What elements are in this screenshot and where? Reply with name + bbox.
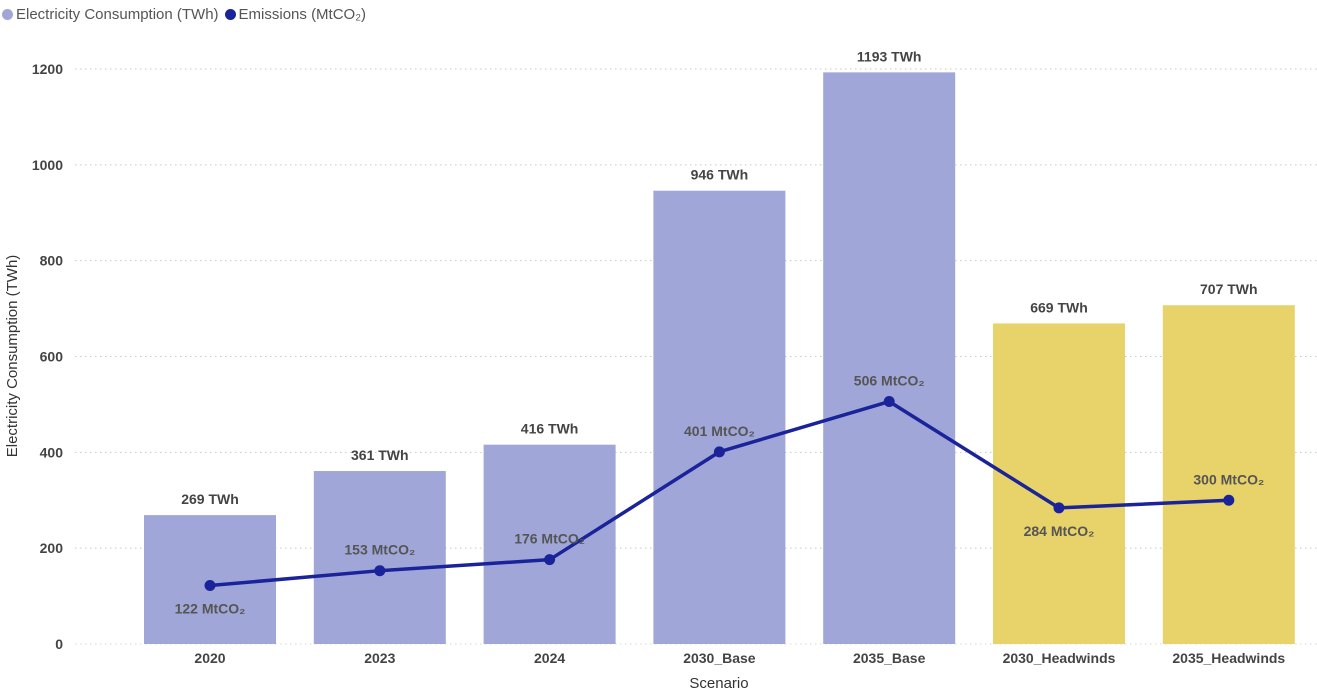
y-tick-label: 800 (40, 253, 64, 269)
category-label: 2020 (194, 650, 225, 666)
y-tick-label: 0 (55, 636, 63, 652)
emissions-label: 401 MtCO₂ (684, 423, 755, 439)
emissions-point[interactable] (1223, 494, 1235, 506)
legend-label-emissions: Emissions (MtCO₂) (238, 6, 367, 23)
bar-2030_Headwinds[interactable] (993, 323, 1125, 644)
bar-2023[interactable] (313, 471, 446, 644)
x-axis-categories: 2020 2023 2024 2030_Base 2035_Base 2030_Headw… (194, 650, 1285, 666)
category-label: 2030_Headwinds (1003, 650, 1116, 666)
y-tick-label: 1200 (32, 61, 63, 77)
bar-2024[interactable] (483, 444, 616, 644)
y-tick-label: 1000 (32, 157, 63, 173)
bar-2020[interactable] (144, 515, 276, 644)
bar-label: 707 TWh (1200, 281, 1258, 297)
legend-swatch-consumption (2, 9, 13, 20)
emissions-point[interactable] (204, 580, 216, 592)
category-label: 2023 (364, 650, 395, 666)
legend-swatch-emissions (224, 9, 236, 20)
bar-label: 1193 TWh (857, 48, 922, 64)
bar-label: 946 TWh (691, 167, 749, 183)
emissions-point[interactable] (544, 554, 556, 566)
emissions-line (204, 396, 1235, 592)
bar-2035_Headwinds[interactable] (1162, 305, 1295, 644)
bar-2030_Base[interactable] (653, 190, 786, 645)
emissions-point[interactable] (883, 396, 895, 408)
bar-label: 269 TWh (181, 491, 239, 507)
category-label: 2030_Base (683, 650, 756, 666)
emissions-label: 300 MtCO₂ (1193, 471, 1264, 487)
emissions-label: 506 MtCO₂ (854, 373, 925, 389)
legend-item-consumption[interactable]: Electricity Consumption (TWh) (2, 6, 219, 23)
emissions-point[interactable] (1053, 502, 1065, 514)
x-axis-title: Scenario (689, 675, 748, 692)
legend: Electricity Consumption (TWh) Emissions … (2, 6, 366, 23)
emissions-label: 176 MtCO₂ (514, 531, 585, 547)
legend-item-emissions[interactable]: Emissions (MtCO₂) (224, 6, 367, 23)
category-label: 2035_Headwinds (1172, 650, 1285, 666)
bar-label: 361 TWh (351, 447, 409, 463)
category-label: 2024 (534, 650, 565, 666)
bar-2035_Base[interactable] (823, 72, 956, 644)
emissions-label: 122 MtCO₂ (175, 601, 246, 617)
category-label: 2035_Base (853, 650, 926, 666)
y-tick-label: 200 (40, 540, 64, 556)
y-tick-label: 400 (40, 444, 64, 460)
emissions-point[interactable] (713, 446, 725, 458)
bar-label: 669 TWh (1030, 299, 1088, 315)
emissions-label: 153 MtCO₂ (344, 542, 415, 558)
bar-label: 416 TWh (521, 421, 579, 437)
legend-label-consumption: Electricity Consumption (TWh) (16, 6, 219, 23)
point-labels: 122 MtCO₂ 153 MtCO₂ 176 MtCO₂ 401 MtCO₂ 506 … (175, 373, 1265, 617)
y-axis-ticks: 0 200 400 600 800 1000 1200 (32, 61, 63, 652)
bar-labels: 269 TWh 361 TWh 416 TWh 946 TWh 1193 TWh 669 … (181, 48, 1257, 507)
y-tick-label: 600 (40, 349, 64, 365)
bars (144, 72, 1295, 645)
emissions-label: 284 MtCO₂ (1024, 523, 1095, 539)
emissions-point[interactable] (374, 565, 386, 577)
y-axis-title: Electricity Consumption (TWh) (4, 255, 21, 458)
